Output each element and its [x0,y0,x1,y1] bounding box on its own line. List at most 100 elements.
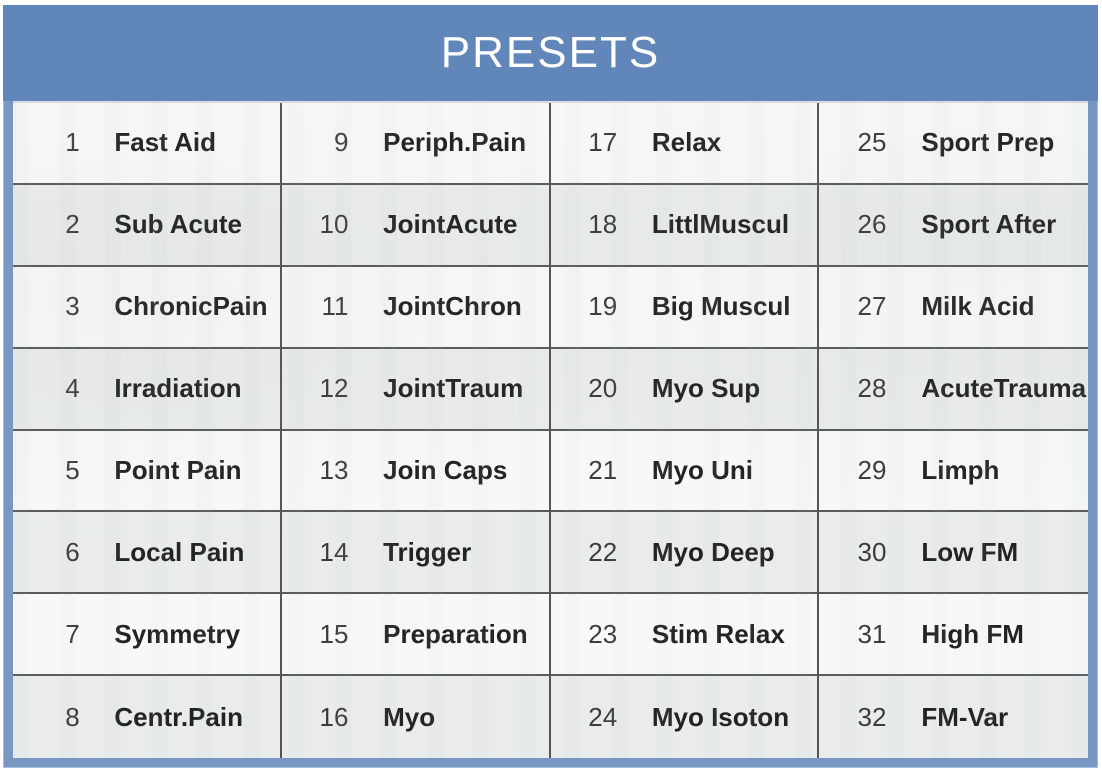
preset-number: 16 [319,701,349,732]
preset-number: 12 [319,373,349,404]
preset-number: 20 [588,373,618,404]
preset-cell: 30 Low FM [819,512,1088,595]
preset-name: Centr.Pain [114,701,243,732]
preset-cell: 2 Sub Acute [13,184,282,267]
preset-name: LittlMuscul [651,209,790,240]
preset-name: AcuteTrauma [921,373,1087,404]
preset-number: 11 [321,291,349,322]
preset-name: Sub Acute [114,209,242,240]
preset-name: Sport After [921,209,1057,240]
preset-cell: 3 ChronicPain [13,266,282,349]
preset-number: 2 [65,209,80,240]
presets-panel: PRESETS 1 Fast Aid 2 Sub Acute 3 ChronicPai… [3,5,1098,768]
preset-cell: 17 Relax [550,103,820,185]
preset-name: Stim Relax [651,618,785,649]
preset-name: High FM [921,618,1024,649]
preset-number: 28 [857,373,887,404]
preset-name: Relax [651,127,722,158]
preset-name: Myo Sup [651,373,761,404]
preset-name: Sport Prep [921,127,1055,158]
preset-name: Trigger [383,536,472,567]
preset-cell: 11 JointChron [281,266,551,349]
preset-cell: 8 Centr.Pain [13,676,282,758]
preset-name: JointTraum [383,373,524,404]
preset-number: 27 [857,291,887,322]
preset-cell: 24 Myo Isoton [550,676,820,758]
preset-name: Limph [921,454,1000,485]
preset-name: Myo [383,701,436,732]
preset-name: Point Pain [114,454,242,485]
preset-number: 30 [857,536,887,567]
preset-number: 21 [588,454,618,485]
preset-cell: 9 Periph.Pain [281,103,551,185]
preset-cell: 26 Sport After [819,184,1088,267]
preset-cell: 12 JointTraum [281,348,551,431]
preset-number: 1 [65,127,80,158]
preset-number: 23 [588,618,618,649]
preset-cell: 14 Trigger [281,512,551,595]
preset-number: 32 [857,701,887,732]
preset-number: 31 [857,618,887,649]
preset-name: JointChron [383,291,522,322]
preset-number: 8 [65,701,80,732]
preset-name: Fast Aid [114,127,216,158]
preset-name: Irradiation [114,373,242,404]
preset-cell: 19 Big Muscul [550,266,820,349]
preset-cell: 23 Stim Relax [550,594,820,677]
preset-name: Symmetry [114,618,241,649]
preset-number: 24 [588,701,618,732]
preset-cell: 1 Fast Aid [13,103,282,185]
preset-name: Local Pain [114,536,245,567]
preset-name: ChronicPain [114,291,268,322]
preset-cell: 16 Myo [281,676,551,758]
page-title: PRESETS [440,28,661,77]
preset-number: 19 [588,291,618,322]
preset-cell: 15 Preparation [281,594,551,677]
preset-cell: 6 Local Pain [13,512,282,595]
preset-cell: 27 Milk Acid [819,266,1088,349]
preset-number: 17 [588,127,618,158]
preset-number: 7 [65,618,80,649]
preset-number: 29 [857,454,887,485]
preset-cell: 28 AcuteTrauma [819,348,1088,431]
preset-number: 6 [65,536,80,567]
preset-name: FM-Var [921,701,1009,732]
preset-number: 18 [588,209,618,240]
preset-name: Milk Acid [921,291,1035,322]
preset-number: 5 [65,454,80,485]
preset-cell: 32 FM-Var [819,676,1088,758]
preset-number: 26 [857,209,887,240]
preset-name: Myo Deep [651,536,775,567]
preset-number: 10 [319,209,349,240]
preset-name: Big Muscul [651,291,791,322]
preset-cell: 5 Point Pain [13,430,282,513]
presets-table: 1 Fast Aid 2 Sub Acute 3 ChronicPain 4 Irrad… [13,101,1088,758]
preset-cell: 29 Limph [819,430,1088,513]
preset-cell: 25 Sport Prep [819,103,1088,185]
preset-number: 9 [333,127,349,158]
preset-name: Myo Isoton [651,701,790,732]
preset-number: 13 [319,454,349,485]
preset-name: Join Caps [383,454,508,485]
preset-number: 22 [588,536,618,567]
preset-number: 15 [319,618,349,649]
preset-name: Myo Uni [651,454,753,485]
preset-name: Low FM [921,536,1019,567]
preset-cell: 7 Symmetry [13,594,282,677]
preset-cell: 21 Myo Uni [550,430,820,513]
preset-name: Periph.Pain [383,127,527,158]
preset-name: Preparation [383,618,528,649]
presets-header: PRESETS [3,5,1098,101]
preset-cell: 31 High FM [819,594,1088,677]
preset-cell: 13 Join Caps [281,430,551,513]
preset-cell: 18 LittlMuscul [550,184,820,267]
preset-name: JointAcute [383,209,518,240]
preset-number: 25 [857,127,887,158]
preset-number: 4 [65,373,80,404]
preset-cell: 20 Myo Sup [550,348,820,431]
preset-cell: 10 JointAcute [281,184,551,267]
preset-number: 3 [65,291,80,322]
preset-number: 14 [319,536,349,567]
preset-cell: 4 Irradiation [13,348,282,431]
